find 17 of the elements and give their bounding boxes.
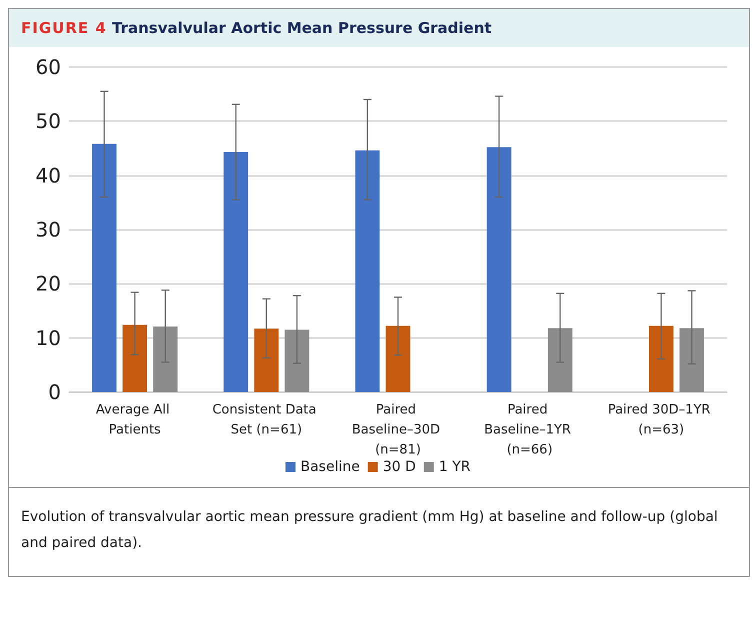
- y-tick-label: 20: [36, 272, 61, 296]
- y-tick-label: 40: [36, 163, 61, 188]
- y-tick-label: 60: [36, 55, 61, 79]
- x-tick-label: Paired 30D–1YR (n=63): [608, 402, 715, 438]
- text: Evolution of transvalvular aortic mean pressure gradient (mm Hg) at baseline and follow-up (global and paired data).: [9, 487, 749, 576]
- y-tick-label: 0: [48, 380, 61, 404]
- x-tick-label: Paired Baseline–30D (n=81): [352, 402, 444, 458]
- x-tick-label: Consistent Data Set (n=61): [212, 402, 320, 438]
- legend-label: 1 YR: [438, 459, 471, 475]
- y-tick-label: 10: [36, 326, 61, 350]
- y-tick-label: 30: [36, 218, 61, 242]
- legend-label: 30 D: [382, 459, 416, 475]
- x-tick-label: Paired Baseline–1YR (n=66): [484, 402, 576, 458]
- legend-label: Baseline: [300, 459, 360, 475]
- y-tick-label: 50: [36, 109, 61, 134]
- x-tick-label: Average All Patients: [96, 402, 174, 438]
- chart-title: FIGURE 4 Transvalvular Aortic Mean Pressure Gradient: [9, 9, 749, 47]
